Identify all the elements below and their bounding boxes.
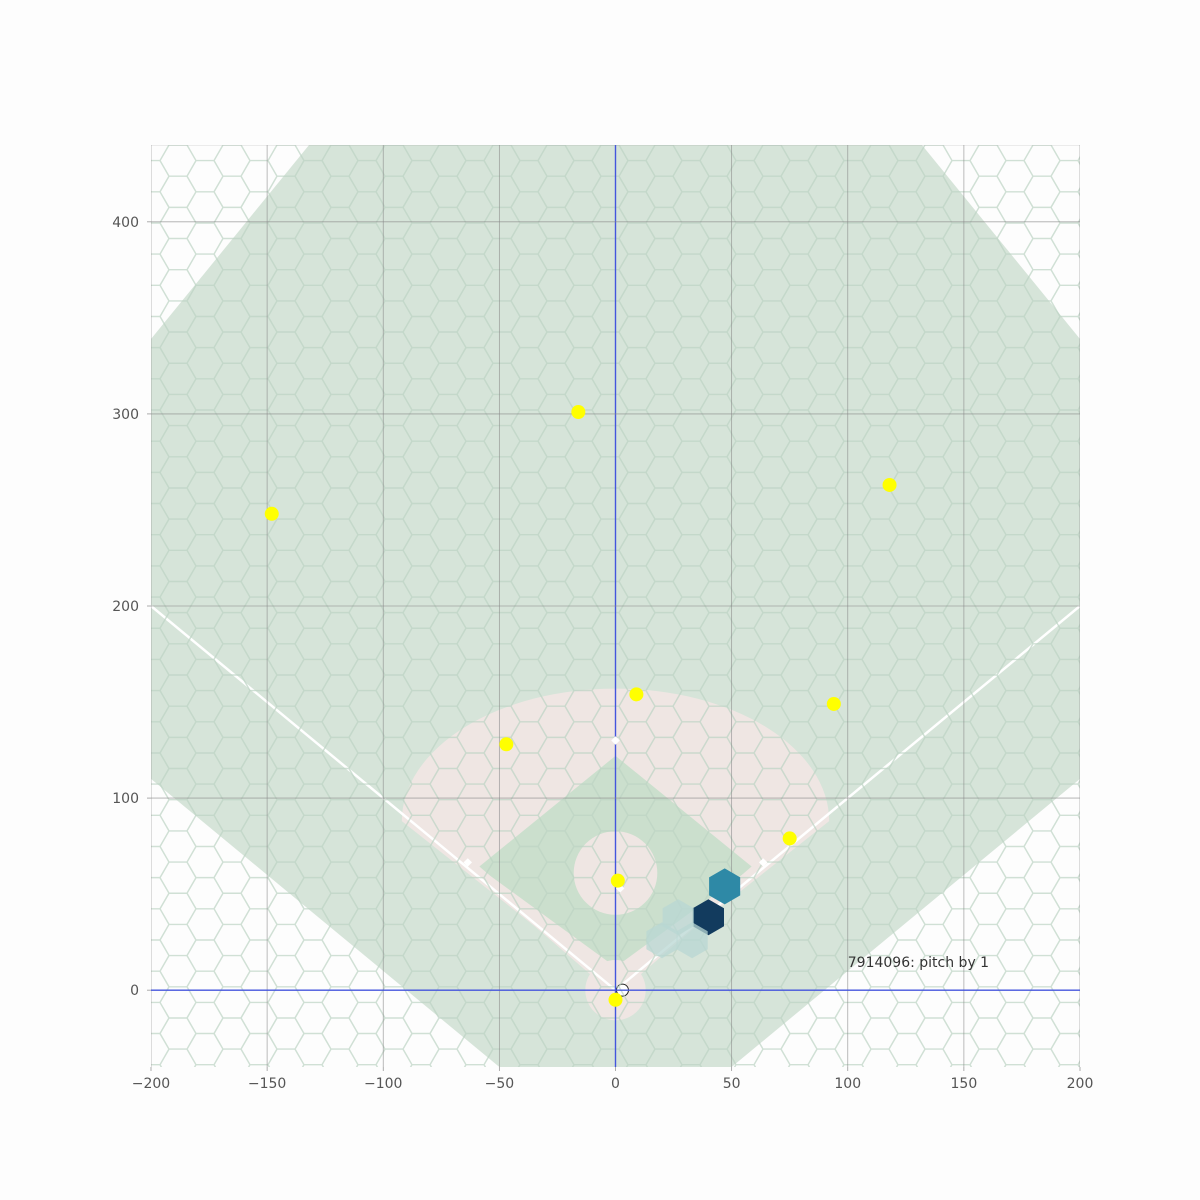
y-tick-label: 300 [112,407,139,423]
hexbin-cell [709,868,741,905]
gridlines [151,145,1080,1067]
x-tick-label: 0 [611,1076,620,1092]
fielder-point [608,992,623,1007]
hexbin-cell [692,899,724,936]
y-tick-label: 100 [112,791,139,807]
axis-ticks: −200 −150 −100 −50 0 50 100 150 200 0 100 200 300 400 [112,215,1093,1092]
fielder-point [264,506,279,521]
base-marker [758,858,768,867]
base-markers [463,736,768,893]
x-tick-label: −200 [132,1076,170,1092]
x-tick-label: 200 [1067,1076,1094,1092]
fielder-point [826,696,841,711]
x-tick-label: 50 [723,1076,741,1092]
hexbin-cell [646,922,678,959]
hexbin-cell [676,922,708,959]
y-tick-label: 0 [130,983,139,999]
y-tick-label: 400 [112,215,139,231]
x-tick-label: 100 [834,1076,861,1092]
fielder-point [629,687,644,702]
fielder-point [782,831,797,846]
fielder-point [610,873,625,888]
fielder-point [571,404,586,419]
base-marker [463,858,473,867]
x-tick-label: −150 [248,1076,286,1092]
base-marker [611,736,620,745]
y-tick-label: 200 [112,599,139,615]
fielder-point [499,737,514,752]
fielder-point [882,477,897,492]
chart-annotation: 7914096: pitch by 1 [848,955,989,971]
hexbin-cells [646,868,741,959]
x-tick-label: −50 [485,1076,515,1092]
fielder-points [264,404,897,1007]
hex-grid-pattern [151,145,1080,1067]
x-tick-label: 150 [951,1076,978,1092]
hex-grid [151,145,1080,1067]
x-tick-label: −100 [364,1076,402,1092]
